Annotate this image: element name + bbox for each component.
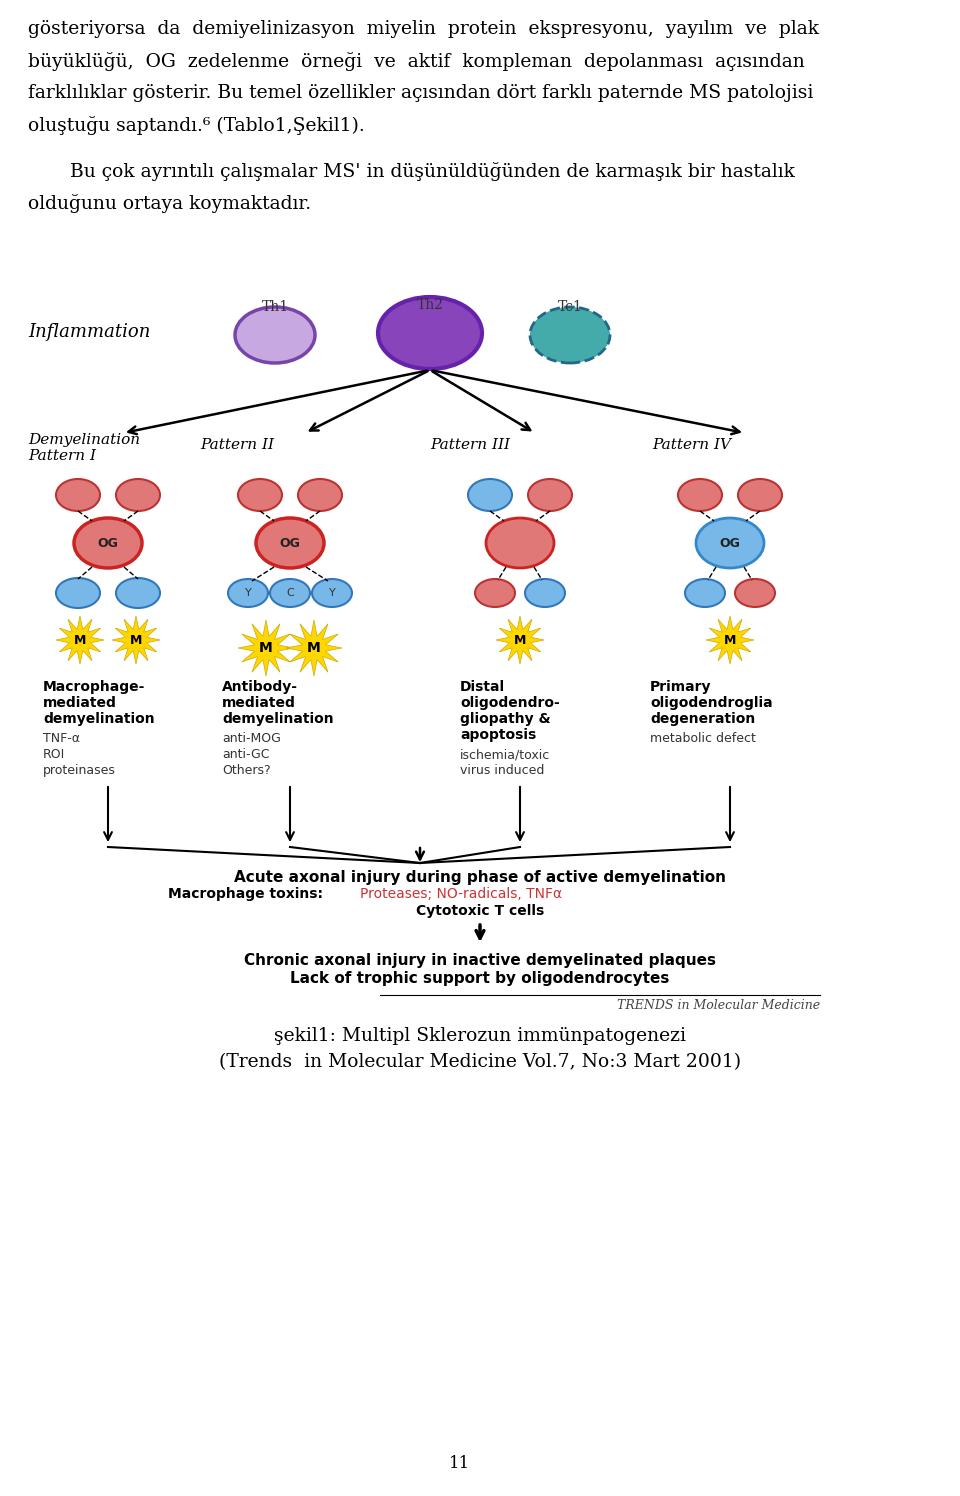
Text: büyüklüğü,  OG  zedelenme  örneği  ve  aktif  kompleman  depolanması  açısından: büyüklüğü, OG zedelenme örneği ve aktif …	[28, 52, 804, 70]
Text: M: M	[514, 633, 526, 646]
Text: Demyelination: Demyelination	[28, 432, 140, 447]
Ellipse shape	[475, 579, 515, 607]
Text: ischemia/toxic: ischemia/toxic	[460, 748, 550, 761]
Text: anti-GC: anti-GC	[222, 748, 270, 761]
Text: M: M	[74, 633, 86, 646]
Text: gösteriyorsa  da  demiyelinizasyon  miyelin  protein  ekspresyonu,  yayılım  ve : gösteriyorsa da demiyelinizasyon miyelin…	[28, 19, 819, 37]
Text: OG: OG	[279, 537, 300, 549]
Text: Chronic axonal injury in inactive demyelinated plaques: Chronic axonal injury in inactive demyel…	[244, 953, 716, 968]
Text: Others?: Others?	[222, 764, 271, 776]
Ellipse shape	[378, 298, 482, 370]
Text: Antibody-: Antibody-	[222, 681, 298, 694]
Text: Th1: Th1	[261, 301, 289, 314]
Text: Y: Y	[328, 588, 335, 598]
Ellipse shape	[298, 479, 342, 512]
Text: demyelination: demyelination	[43, 712, 155, 726]
Text: mediated: mediated	[222, 696, 296, 711]
Text: Distal: Distal	[460, 681, 505, 694]
Text: Pattern IV: Pattern IV	[652, 438, 731, 452]
Text: degeneration: degeneration	[650, 712, 756, 726]
Text: Y: Y	[245, 588, 252, 598]
Ellipse shape	[530, 307, 610, 364]
Text: virus induced: virus induced	[460, 764, 544, 776]
Ellipse shape	[235, 307, 315, 364]
Text: Macrophage toxins:: Macrophage toxins:	[168, 887, 328, 901]
Text: M: M	[307, 640, 321, 655]
Text: Lack of trophic support by oligodendrocytes: Lack of trophic support by oligodendrocy…	[290, 971, 670, 986]
Text: apoptosis: apoptosis	[460, 729, 537, 742]
Ellipse shape	[735, 579, 775, 607]
Polygon shape	[238, 619, 294, 676]
Text: farklılıklar gösterir. Bu temel özellikler açısından dört farklı paternde MS pat: farklılıklar gösterir. Bu temel özellikl…	[28, 84, 813, 102]
Ellipse shape	[56, 479, 100, 512]
Ellipse shape	[528, 479, 572, 512]
Text: Primary: Primary	[650, 681, 711, 694]
Polygon shape	[286, 619, 342, 676]
Ellipse shape	[74, 518, 142, 568]
Text: M: M	[724, 633, 736, 646]
Text: M: M	[259, 640, 273, 655]
Text: 11: 11	[449, 1456, 470, 1472]
Ellipse shape	[256, 518, 324, 568]
Text: M: M	[130, 633, 142, 646]
Text: oligodendroglia: oligodendroglia	[650, 696, 773, 711]
Ellipse shape	[738, 479, 782, 512]
Text: Pattern III: Pattern III	[430, 438, 510, 452]
Text: C: C	[286, 588, 294, 598]
Text: Inflammation: Inflammation	[28, 323, 151, 341]
Ellipse shape	[56, 577, 100, 607]
Ellipse shape	[228, 579, 268, 607]
Text: mediated: mediated	[43, 696, 117, 711]
Text: Pattern II: Pattern II	[200, 438, 274, 452]
Polygon shape	[112, 616, 160, 664]
Text: OG: OG	[720, 537, 740, 549]
Text: Acute axonal injury during phase of active demyelination: Acute axonal injury during phase of acti…	[234, 871, 726, 886]
Text: Th2: Th2	[417, 298, 444, 313]
Text: TNF-α: TNF-α	[43, 732, 80, 745]
Text: gliopathy &: gliopathy &	[460, 712, 551, 726]
Ellipse shape	[116, 577, 160, 607]
Ellipse shape	[468, 479, 512, 512]
Ellipse shape	[116, 479, 160, 512]
Ellipse shape	[678, 479, 722, 512]
Text: TRENDS in Molecular Medicine: TRENDS in Molecular Medicine	[617, 999, 820, 1011]
Text: metabolic defect: metabolic defect	[650, 732, 756, 745]
Polygon shape	[706, 616, 754, 664]
Text: ROI: ROI	[43, 748, 65, 761]
Ellipse shape	[525, 579, 565, 607]
Ellipse shape	[312, 579, 352, 607]
Text: demyelination: demyelination	[222, 712, 334, 726]
Text: oluştuğu saptandı.⁶ (Tablo1,Şekil1).: oluştuğu saptandı.⁶ (Tablo1,Şekil1).	[28, 117, 365, 135]
Text: Macrophage-: Macrophage-	[43, 681, 145, 694]
Ellipse shape	[270, 579, 310, 607]
Text: (Trends  in Molecular Medicine Vol.7, No:3 Mart 2001): (Trends in Molecular Medicine Vol.7, No:…	[219, 1053, 741, 1071]
Text: olduğunu ortaya koymaktadır.: olduğunu ortaya koymaktadır.	[28, 194, 311, 212]
Text: Pattern I: Pattern I	[28, 449, 96, 462]
Text: Cytotoxic T cells: Cytotoxic T cells	[416, 904, 544, 919]
Text: Proteases; NO-radicals, TNFα: Proteases; NO-radicals, TNFα	[360, 887, 563, 901]
Polygon shape	[496, 616, 544, 664]
Ellipse shape	[486, 518, 554, 568]
Text: proteinases: proteinases	[43, 764, 116, 776]
Ellipse shape	[696, 518, 764, 568]
Ellipse shape	[238, 479, 282, 512]
Text: anti-MOG: anti-MOG	[222, 732, 281, 745]
Ellipse shape	[685, 579, 725, 607]
Text: şekil1: Multipl Sklerozun immünpatogenezi: şekil1: Multipl Sklerozun immünpatogenez…	[274, 1026, 686, 1046]
Polygon shape	[56, 616, 104, 664]
Text: OG: OG	[98, 537, 118, 549]
Text: oligodendro-: oligodendro-	[460, 696, 560, 711]
Text: Bu çok ayrıntılı çalışmalar MS' in düşünüldüğünden de karmaşık bir hastalık: Bu çok ayrıntılı çalışmalar MS' in düşün…	[70, 162, 795, 181]
Text: Tc1: Tc1	[558, 301, 583, 314]
